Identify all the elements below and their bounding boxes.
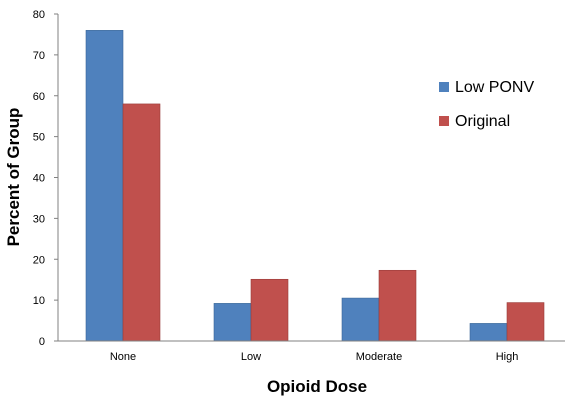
- legend-swatch: [439, 82, 449, 92]
- x-axis-category-labels: None Low Moderate High: [110, 351, 518, 363]
- bar-low-ponv-none: [85, 30, 124, 342]
- bar-original-low: [250, 278, 289, 342]
- x-axis-title: Opioid Dose: [267, 377, 367, 396]
- bar-original-none: [122, 103, 161, 342]
- x-category-label: High: [496, 351, 519, 363]
- x-category-label: None: [110, 351, 136, 363]
- y-tick-label: 60: [33, 91, 45, 103]
- y-tick-label: 40: [33, 173, 45, 185]
- y-axis-ticks: 0 10 20 30 40 50 60 70 80: [33, 9, 58, 348]
- bar-low-ponv-high: [469, 323, 508, 342]
- legend: Low PONV Original: [439, 79, 534, 130]
- y-axis-title: Percent of Group: [4, 108, 23, 247]
- bar-original-moderate: [378, 269, 417, 342]
- legend-label: Low PONV: [455, 79, 534, 96]
- bar-original-high: [506, 302, 545, 342]
- bars: [85, 30, 545, 342]
- x-category-label: Low: [241, 351, 261, 363]
- y-tick-label: 10: [33, 295, 45, 307]
- y-tick-label: 20: [33, 254, 45, 266]
- y-tick-label: 80: [33, 9, 45, 21]
- y-tick-label: 0: [39, 336, 45, 348]
- bar-low-ponv-moderate: [341, 297, 380, 342]
- legend-label: Original: [455, 113, 510, 130]
- y-tick-label: 70: [33, 50, 45, 62]
- y-tick-label: 30: [33, 213, 45, 225]
- x-category-label: Moderate: [356, 351, 402, 363]
- bar-low-ponv-low: [213, 303, 252, 342]
- legend-swatch: [439, 116, 449, 126]
- y-tick-label: 50: [33, 132, 45, 144]
